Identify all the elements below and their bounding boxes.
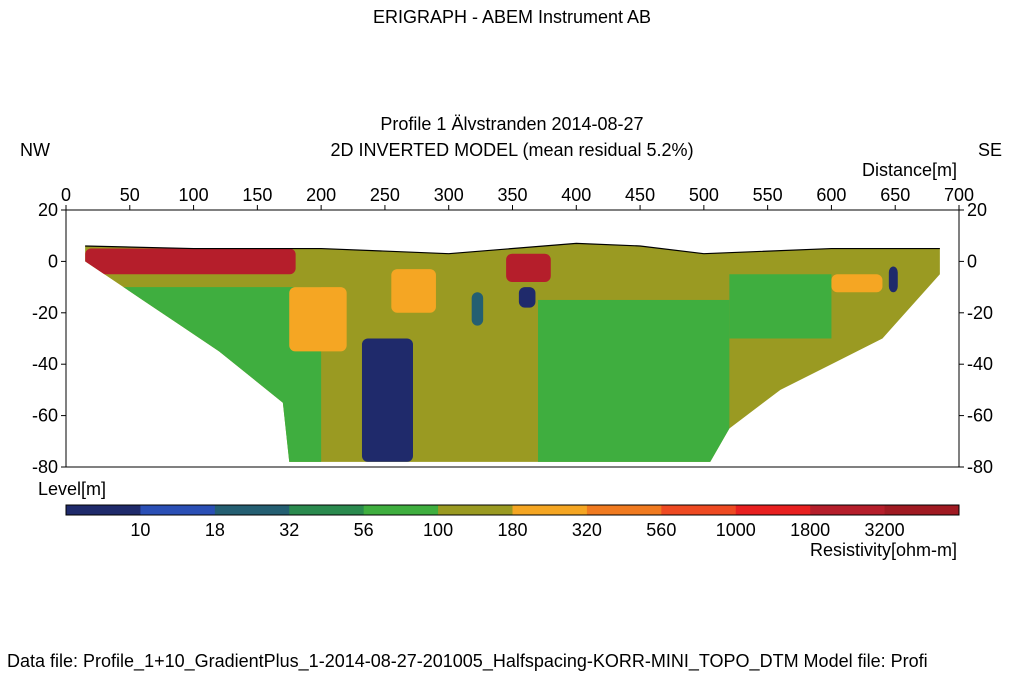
colorbar-tick-label: 3200	[865, 520, 905, 540]
y-tick-label-right: 20	[967, 200, 987, 220]
resistivity-anomaly	[391, 269, 436, 313]
x-tick-label: 450	[625, 185, 655, 205]
y-tick-label: 0	[48, 251, 58, 271]
x-tick-label: 350	[497, 185, 527, 205]
x-tick-label: 250	[370, 185, 400, 205]
y-tick-label: -60	[32, 406, 58, 426]
x-tick-label: 400	[561, 185, 591, 205]
y-tick-label-right: -80	[967, 457, 993, 477]
colorbar-tick-label: 560	[646, 520, 676, 540]
x-tick-label: 650	[880, 185, 910, 205]
colorbar-segment	[661, 505, 737, 515]
x-tick-label: 0	[61, 185, 71, 205]
section-zone	[91, 287, 322, 462]
colorbar-segment	[140, 505, 216, 515]
nw-direction-label: NW	[20, 140, 50, 160]
x-tick-label: 50	[120, 185, 140, 205]
colorbar-tick-label: 10	[130, 520, 150, 540]
x-tick-label: 500	[689, 185, 719, 205]
colorbar-tick-label: 180	[497, 520, 527, 540]
x-axis-label: Distance[m]	[861, 160, 957, 180]
colorbar-tick-label: 1000	[716, 520, 756, 540]
colorbar-segment	[810, 505, 886, 515]
topography-line	[85, 242, 940, 255]
resistivity-anomaly	[888, 266, 898, 293]
x-tick-label: 200	[306, 185, 336, 205]
resistivity-anomaly	[471, 292, 484, 326]
colorbar-segment	[66, 505, 141, 515]
x-tick-label: 600	[816, 185, 846, 205]
y-tick-label: -40	[32, 354, 58, 374]
colorbar-segment	[363, 505, 439, 515]
y-tick-label-right: -60	[967, 406, 993, 426]
colorbar-border	[65, 504, 960, 516]
x-tick-label: 100	[179, 185, 209, 205]
colorbar: 10 18 32 56 100 180 320 560 1000 1800 3200	[65, 504, 960, 540]
section-zone	[729, 274, 832, 339]
colorbar-segment	[586, 505, 662, 515]
y-axis-label: Level[m]	[38, 479, 107, 499]
y-tick-label: -80	[32, 457, 58, 477]
footer-file-info: Data file: Profile_1+10_GradientPlus_1-2…	[7, 651, 928, 671]
colorbar-segment	[438, 505, 513, 515]
colorbar-segment	[289, 505, 365, 515]
colorbar-segment	[512, 505, 588, 515]
resistivity-anomaly	[506, 253, 551, 282]
colorbar-tick-label: 1800	[790, 520, 830, 540]
colorbar-segment	[735, 505, 811, 515]
y-tick-label-right: -40	[967, 354, 993, 374]
colorbar-segment	[884, 505, 960, 515]
model-title: 2D INVERTED MODEL (mean residual 5.2%)	[330, 140, 694, 160]
colorbar-label: Resistivity[ohm-m]	[809, 540, 957, 560]
resistivity-anomaly	[85, 248, 296, 275]
resistivity-anomaly	[518, 287, 536, 308]
x-tick-label: 550	[753, 185, 783, 205]
colorbar-tick-label: 32	[279, 520, 299, 540]
resistivity-anomaly	[289, 287, 347, 352]
colorbar-tick-label: 100	[423, 520, 453, 540]
resistivity-anomaly	[831, 274, 883, 293]
y-tick-label-right: 0	[967, 251, 977, 271]
colorbar-tick-label: 320	[572, 520, 602, 540]
window-title: ERIGRAPH - ABEM Instrument AB	[372, 7, 652, 27]
resistivity-anomaly	[361, 338, 413, 462]
se-direction-label: SE	[978, 140, 1003, 160]
x-tick-label: 700	[944, 185, 974, 205]
y-tick-label: -20	[32, 303, 58, 323]
colorbar-segment	[214, 505, 290, 515]
x-tick-label: 150	[242, 185, 272, 205]
x-tick-label: 300	[434, 185, 464, 205]
section-zone	[538, 299, 730, 462]
y-tick-label-right: -20	[967, 303, 993, 323]
colorbar-tick-label: 56	[354, 520, 374, 540]
colorbar-tick-label: 18	[205, 520, 225, 540]
profile-title: Profile 1 Älvstranden 2014-08-27	[380, 114, 644, 134]
y-tick-label: 20	[38, 200, 58, 220]
axes: 0 50 100 150 200 250 300 350 400 450 500 550 600 650 7…	[32, 185, 993, 477]
topography	[85, 242, 940, 255]
